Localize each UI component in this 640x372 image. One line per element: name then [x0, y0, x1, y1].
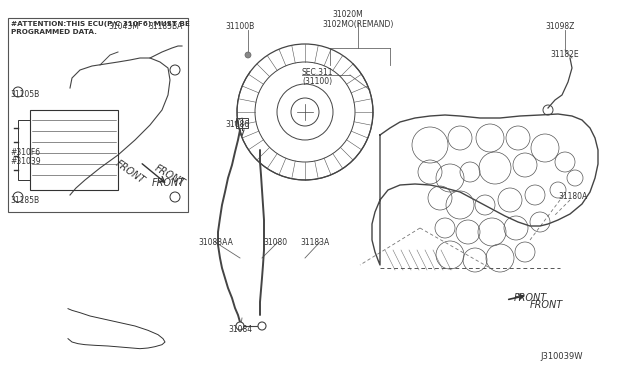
Text: 31083AA: 31083AA [198, 238, 233, 247]
Text: SEC.311: SEC.311 [302, 68, 333, 77]
Text: 31105B: 31105B [10, 90, 39, 99]
Text: #310F6: #310F6 [10, 148, 40, 157]
Text: 31183A: 31183A [300, 238, 329, 247]
Text: FRONT: FRONT [514, 293, 547, 303]
Circle shape [236, 322, 244, 330]
Text: 31080: 31080 [263, 238, 287, 247]
Text: 31180A: 31180A [558, 192, 588, 201]
Text: 31086: 31086 [225, 120, 249, 129]
Text: 31020M: 31020M [332, 10, 363, 19]
Text: (31100): (31100) [302, 77, 332, 86]
Text: 3102MO(REMAND): 3102MO(REMAND) [322, 20, 394, 29]
Bar [18, 120, 30, 180]
Text: 31185BA: 31185BA [148, 22, 182, 31]
Text: 31098Z: 31098Z [545, 22, 574, 31]
Text: #ATTENTION:THIS ECU(P/C 310F6) MUST BE
PROGRAMMED DATA.: #ATTENTION:THIS ECU(P/C 310F6) MUST BE P… [11, 21, 190, 35]
Text: 31084: 31084 [228, 325, 252, 334]
Text: J310039W: J310039W [540, 352, 582, 361]
Text: FRONT: FRONT [153, 163, 187, 189]
Text: 31182E: 31182E [550, 50, 579, 59]
Text: FRONT: FRONT [530, 300, 563, 310]
Text: 31100B: 31100B [225, 22, 254, 31]
Text: 31185B: 31185B [10, 196, 39, 205]
Text: 31043M: 31043M [108, 22, 139, 31]
Text: FRONT: FRONT [152, 178, 185, 188]
Bar [30, 110, 118, 190]
Circle shape [245, 52, 251, 58]
Text: #31039: #31039 [10, 157, 40, 166]
Bar [236, 118, 248, 128]
Bar [8, 18, 188, 212]
Text: FRONT: FRONT [113, 158, 147, 186]
Circle shape [258, 322, 266, 330]
